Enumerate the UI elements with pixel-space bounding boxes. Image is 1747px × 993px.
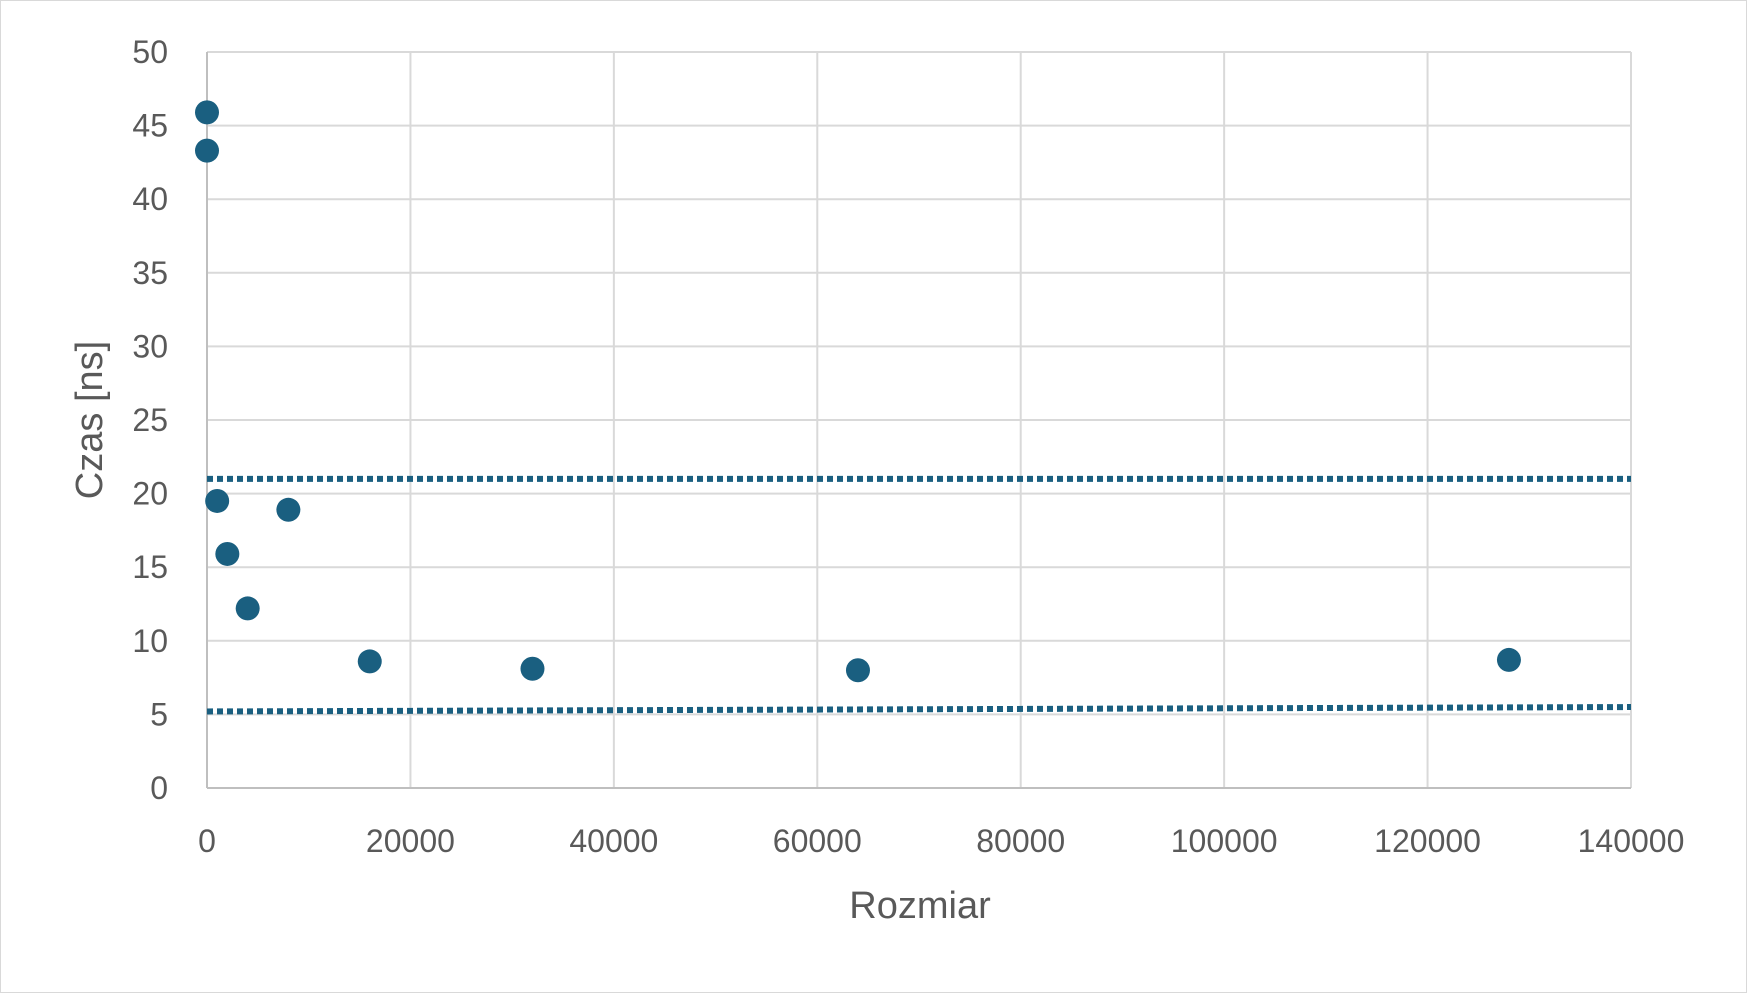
y-tick-label: 25: [132, 402, 168, 438]
dotted-reference-line: [206, 704, 1632, 715]
x-tick-labels: 0 20000 40000 60000 80000 100000 120000 140000: [198, 823, 1684, 859]
y-tick-label: 0: [150, 770, 168, 806]
x-tick-label: 20000: [366, 823, 455, 859]
y-tick-label: 20: [132, 476, 168, 512]
y-tick-label: 10: [132, 623, 168, 659]
data-point: [215, 541, 240, 566]
y-tick-label: 40: [132, 181, 168, 217]
y-tick-label: 15: [132, 549, 168, 585]
y-tick-label: 45: [132, 108, 168, 144]
data-point: [195, 100, 219, 125]
data-point: [205, 488, 230, 513]
data-point: [276, 497, 301, 522]
y-tick-label: 5: [150, 696, 168, 732]
reference-lines: [206, 475, 1632, 715]
x-tick-label: 120000: [1374, 823, 1481, 859]
data-points: [195, 100, 1521, 683]
y-tick-labels: 0 5 10 15 20 25 30 35 40 45 50: [132, 34, 168, 806]
y-tick-label: 50: [132, 34, 168, 70]
x-tick-label: 40000: [569, 823, 658, 859]
axes: [206, 52, 1631, 789]
x-tick-label: 100000: [1171, 823, 1278, 859]
data-point: [520, 656, 545, 681]
y-tick-label: 30: [132, 328, 168, 364]
x-tick-label: 80000: [976, 823, 1065, 859]
data-point: [1496, 647, 1521, 672]
y-tick-label: 35: [132, 255, 168, 291]
data-point: [235, 596, 260, 621]
x-tick-label: 140000: [1578, 823, 1685, 859]
data-point: [195, 138, 219, 163]
data-point: [845, 658, 870, 683]
gridlines: [207, 51, 1632, 788]
x-axis-title: Rozmiar: [849, 885, 991, 927]
data-point: [357, 649, 382, 674]
x-tick-label: 60000: [773, 823, 862, 859]
x-tick-label: 0: [198, 823, 216, 859]
y-axis-title: Czas [ns]: [69, 341, 111, 499]
